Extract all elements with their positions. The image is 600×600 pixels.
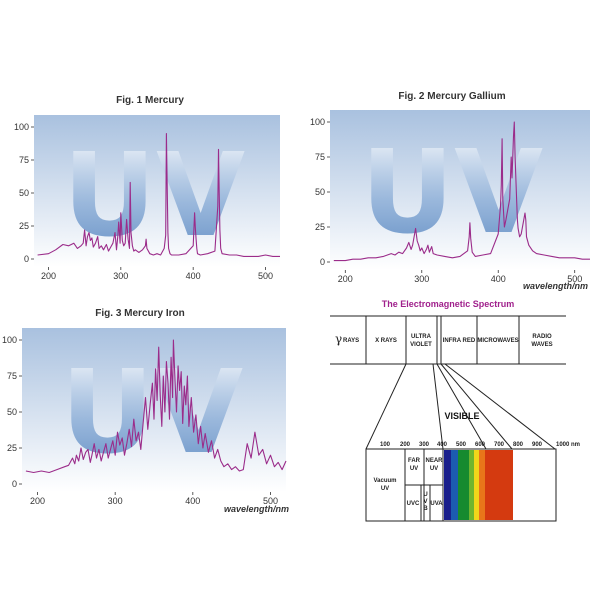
band-microwaves-label: MICROWAVES <box>477 338 518 344</box>
y-tick-label: 75 <box>19 155 29 165</box>
y-tick-label: 50 <box>19 188 29 198</box>
vacuum-uv-label: Vacuum <box>373 478 396 484</box>
scale-label: 300 <box>419 442 430 448</box>
x-tick-label: 400 <box>186 271 201 281</box>
y-tick-label: 100 <box>14 122 29 132</box>
data-marks <box>37 133 280 257</box>
visible-color-bar <box>458 450 469 520</box>
scale-label: 100 <box>380 442 391 448</box>
near-uv-label-2: UV <box>430 466 438 472</box>
scale-label: 800 <box>513 442 524 448</box>
visible-color-bar <box>451 450 458 520</box>
x-tick-label: 500 <box>258 271 273 281</box>
x-tick-label: 300 <box>108 496 123 506</box>
x-tick-label: 300 <box>113 271 128 281</box>
em-spectrum-title: The Electromagnetic Spectrum <box>382 299 515 309</box>
band-ultraviolet-label: ULTRA <box>411 334 432 340</box>
band-xrays-label: X RAYS <box>375 338 397 344</box>
far-uv-label-2: UV <box>410 466 418 472</box>
plot-area <box>34 115 280 267</box>
spectrum-line <box>333 121 590 262</box>
y-tick-label: 25 <box>19 221 29 231</box>
y-tick-label: 100 <box>2 335 17 345</box>
visible-color-bar <box>469 450 474 520</box>
y-tick-label: 50 <box>7 407 17 417</box>
visible-color-bar <box>474 450 479 520</box>
visible-color-bar <box>479 450 485 520</box>
scale-label: 900 <box>532 442 543 448</box>
x-tick-label: 300 <box>414 274 429 284</box>
y-tick-label: 100 <box>310 117 325 127</box>
scale-label: 600 <box>475 442 486 448</box>
axes: 0 25 50 75 100 200 300 400 500 <box>14 122 273 281</box>
axes: 0 25 50 75 100 200 300 400 500 <box>310 117 582 284</box>
band-row: γ RAYS X RAYS ULTRA VIOLET INFRA RED MIC… <box>330 315 566 365</box>
y-tick-label: 75 <box>7 371 17 381</box>
x-tick-label: 400 <box>491 274 506 284</box>
uvb-label-2: V <box>423 499 427 505</box>
band-ultraviolet-label-2: VIOLET <box>410 342 432 348</box>
scale-label: 1000 nm <box>556 442 580 448</box>
vacuum-uv-label-2: UV <box>381 486 389 492</box>
chart-title: Fig. 3 Mercury Iron <box>95 308 184 319</box>
y-tick-label: 25 <box>315 222 325 232</box>
scale-label: 200 <box>400 442 411 448</box>
scale-label: 500 <box>456 442 467 448</box>
chart-title: Fig. 2 Mercury Gallium <box>398 91 505 102</box>
x-tick-label: 500 <box>263 496 278 506</box>
scale-label: 700 <box>494 442 505 448</box>
band-radio-label-2: WAVES <box>531 342 552 348</box>
visible-color-bars <box>444 450 513 520</box>
y-tick-label: 50 <box>315 187 325 197</box>
data-marks <box>25 339 287 474</box>
uv-detail-box: Vacuum UV FAR UV NEAR UV UVC U V B UVA <box>365 448 557 522</box>
chart-title: Fig. 1 Mercury <box>116 95 184 106</box>
zoom-lines <box>365 363 556 450</box>
x-axis-label: wavelength/nm <box>224 504 289 514</box>
spectrum-line <box>37 133 280 257</box>
x-tick-label: 200 <box>41 271 56 281</box>
nm-scale: 100 200 300 400 500 600 700 800 900 1000… <box>380 442 580 448</box>
x-axis-label: wavelength/nm <box>523 281 588 291</box>
y-tick-label: 0 <box>320 257 325 267</box>
gamma-symbol: γ <box>335 332 342 346</box>
uva-label: UVA <box>430 501 443 507</box>
uvc-label: UVC <box>407 501 420 507</box>
y-tick-label: 75 <box>315 152 325 162</box>
em-spectrum-diagram: The Electromagnetic Spectrum γ RAYS X RA… <box>330 299 580 522</box>
x-tick-label: 200 <box>338 274 353 284</box>
visible-color-bar <box>444 450 451 520</box>
band-radio-label: RADIO <box>532 334 552 340</box>
visible-color-bar <box>485 450 513 520</box>
axes: 0 25 50 75 100 200 300 400 500 <box>2 335 278 506</box>
x-tick-label: 500 <box>567 274 582 284</box>
spectrum-line <box>25 339 287 474</box>
band-gamma-label: RAYS <box>343 338 359 344</box>
y-tick-label: 0 <box>24 254 29 264</box>
x-tick-label: 200 <box>30 496 45 506</box>
chart-fig3-mercury-iron: Fig. 3 Mercury Iron UV 0 25 50 75 100 200 300 4… <box>2 308 289 514</box>
band-infrared-label: INFRA RED <box>443 338 476 344</box>
uv-watermark: UV <box>63 129 245 263</box>
uvb-label-3: B <box>423 506 428 512</box>
far-uv-label: FAR <box>408 458 421 464</box>
uvb-label: U <box>423 492 427 498</box>
plot-area <box>330 110 590 270</box>
data-marks <box>333 121 590 262</box>
chart-fig1-mercury: Fig. 1 Mercury UV 0 25 50 75 100 200 300 400 500 <box>14 95 280 281</box>
visible-label: VISIBLE <box>444 411 479 421</box>
y-tick-label: 0 <box>12 479 17 489</box>
uv-watermark: UV <box>61 346 243 480</box>
y-tick-label: 25 <box>7 443 17 453</box>
x-tick-label: 400 <box>185 496 200 506</box>
near-uv-label: NEAR <box>425 458 443 464</box>
scale-label: 400 <box>437 442 448 448</box>
